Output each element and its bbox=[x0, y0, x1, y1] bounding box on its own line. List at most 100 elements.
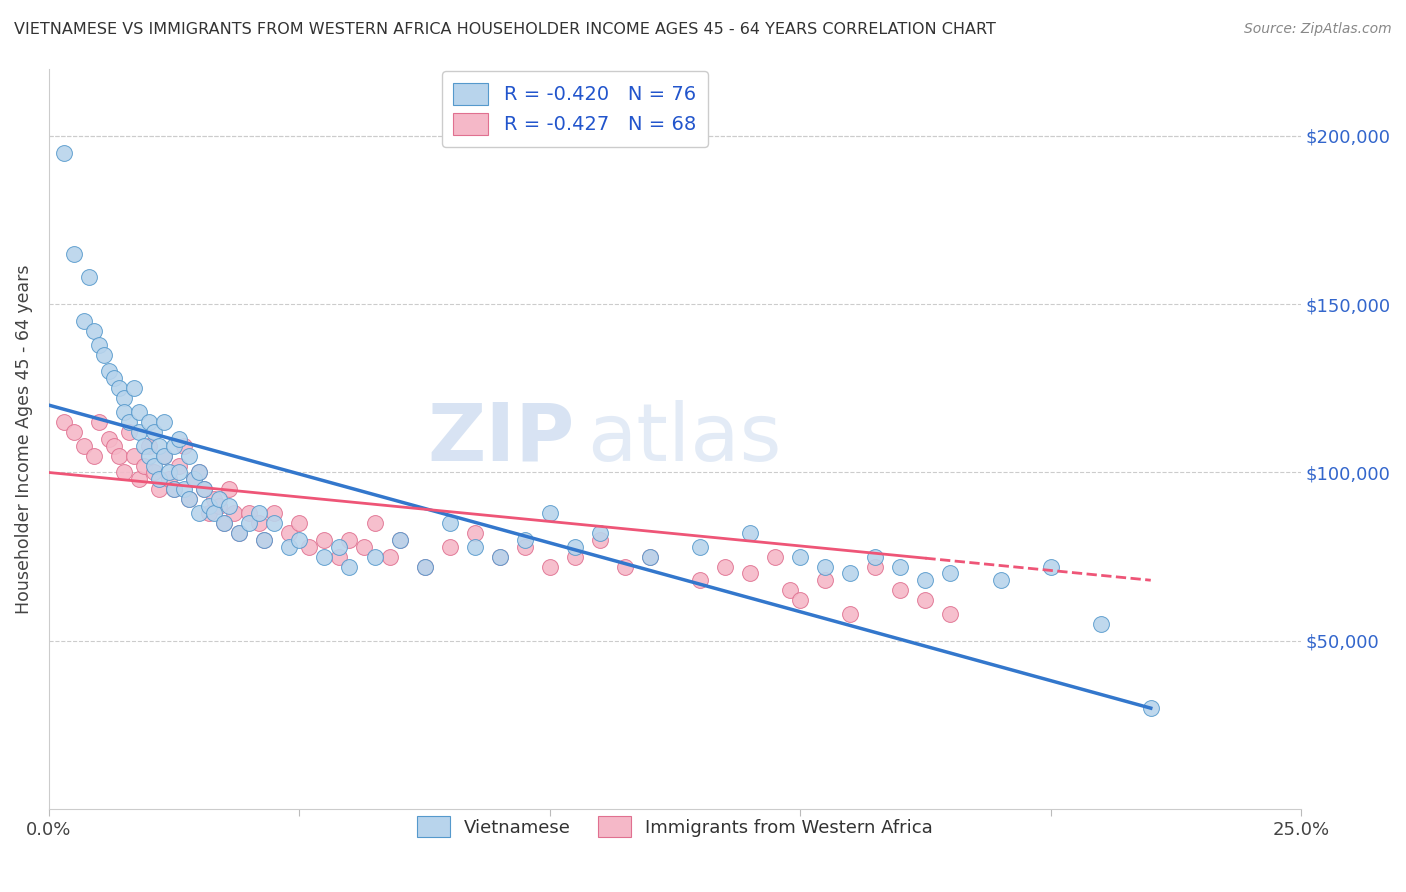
Point bbox=[889, 583, 911, 598]
Point bbox=[163, 439, 186, 453]
Point bbox=[148, 483, 170, 497]
Point bbox=[814, 559, 837, 574]
Point bbox=[638, 549, 661, 564]
Point bbox=[889, 559, 911, 574]
Point bbox=[740, 526, 762, 541]
Point bbox=[413, 559, 436, 574]
Point bbox=[108, 449, 131, 463]
Point bbox=[298, 540, 321, 554]
Point bbox=[714, 559, 737, 574]
Point bbox=[638, 549, 661, 564]
Point bbox=[789, 593, 811, 607]
Point bbox=[143, 466, 166, 480]
Point bbox=[87, 415, 110, 429]
Point bbox=[118, 425, 141, 439]
Point bbox=[253, 533, 276, 547]
Point bbox=[183, 472, 205, 486]
Point bbox=[247, 516, 270, 530]
Point bbox=[464, 526, 486, 541]
Point bbox=[179, 449, 201, 463]
Point bbox=[193, 483, 215, 497]
Point bbox=[173, 439, 195, 453]
Point bbox=[103, 439, 125, 453]
Point bbox=[122, 381, 145, 395]
Point bbox=[228, 526, 250, 541]
Point bbox=[183, 472, 205, 486]
Point bbox=[990, 573, 1012, 587]
Point bbox=[103, 371, 125, 385]
Point bbox=[488, 549, 510, 564]
Point bbox=[157, 466, 180, 480]
Point bbox=[488, 549, 510, 564]
Point bbox=[589, 533, 612, 547]
Point bbox=[353, 540, 375, 554]
Point bbox=[263, 516, 285, 530]
Point bbox=[413, 559, 436, 574]
Point bbox=[157, 472, 180, 486]
Point bbox=[73, 314, 96, 328]
Point bbox=[439, 516, 461, 530]
Point bbox=[128, 472, 150, 486]
Point bbox=[134, 439, 156, 453]
Point bbox=[328, 540, 350, 554]
Point bbox=[73, 439, 96, 453]
Point bbox=[63, 425, 86, 439]
Point bbox=[814, 573, 837, 587]
Point bbox=[153, 415, 176, 429]
Point bbox=[167, 458, 190, 473]
Point bbox=[1139, 701, 1161, 715]
Point bbox=[87, 337, 110, 351]
Point bbox=[538, 506, 561, 520]
Point bbox=[83, 324, 105, 338]
Point bbox=[134, 458, 156, 473]
Point bbox=[198, 499, 221, 513]
Point bbox=[363, 516, 385, 530]
Point bbox=[538, 559, 561, 574]
Point bbox=[939, 566, 962, 581]
Point bbox=[439, 540, 461, 554]
Point bbox=[263, 506, 285, 520]
Point bbox=[589, 526, 612, 541]
Point bbox=[53, 415, 76, 429]
Point bbox=[193, 483, 215, 497]
Text: ZIP: ZIP bbox=[427, 400, 575, 478]
Point bbox=[1039, 559, 1062, 574]
Point bbox=[564, 549, 586, 564]
Point bbox=[188, 466, 211, 480]
Point bbox=[288, 533, 311, 547]
Point bbox=[513, 533, 536, 547]
Point bbox=[138, 439, 160, 453]
Point bbox=[167, 466, 190, 480]
Point bbox=[53, 145, 76, 160]
Point bbox=[939, 607, 962, 621]
Point bbox=[208, 499, 231, 513]
Point bbox=[112, 405, 135, 419]
Point bbox=[564, 540, 586, 554]
Point bbox=[153, 449, 176, 463]
Point bbox=[378, 549, 401, 564]
Point bbox=[153, 449, 176, 463]
Point bbox=[288, 516, 311, 530]
Point bbox=[179, 492, 201, 507]
Point bbox=[865, 549, 887, 564]
Point bbox=[179, 492, 201, 507]
Text: Source: ZipAtlas.com: Source: ZipAtlas.com bbox=[1244, 22, 1392, 37]
Point bbox=[339, 533, 361, 547]
Point bbox=[314, 533, 336, 547]
Point bbox=[218, 499, 240, 513]
Y-axis label: Householder Income Ages 45 - 64 years: Householder Income Ages 45 - 64 years bbox=[15, 264, 32, 614]
Point bbox=[865, 559, 887, 574]
Point bbox=[689, 540, 711, 554]
Point bbox=[98, 432, 121, 446]
Point bbox=[214, 516, 236, 530]
Point bbox=[202, 506, 225, 520]
Point bbox=[93, 348, 115, 362]
Point bbox=[128, 405, 150, 419]
Point bbox=[247, 506, 270, 520]
Point bbox=[789, 549, 811, 564]
Point bbox=[914, 593, 936, 607]
Point bbox=[148, 439, 170, 453]
Point bbox=[388, 533, 411, 547]
Point bbox=[167, 432, 190, 446]
Point bbox=[63, 246, 86, 260]
